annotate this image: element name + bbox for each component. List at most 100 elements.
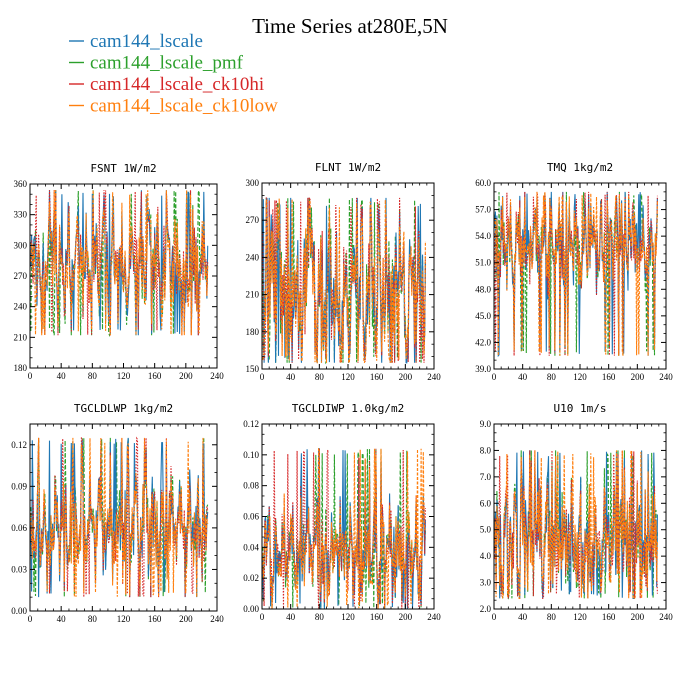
y-tick-label: 0.08 [243,481,259,491]
x-tick-label: 80 [315,372,325,382]
y-tick-label: 210 [246,290,260,300]
series-group [262,448,426,609]
y-tick-label: 0.09 [11,481,27,491]
y-tick-label: 5.0 [480,525,492,535]
panel-title: TMQ 1kg/m2 [547,161,613,174]
y-tick-label: 240 [14,302,28,312]
x-tick-label: 200 [631,372,645,382]
x-tick-label: 0 [492,612,497,622]
x-tick-label: 160 [370,372,384,382]
series-group [30,190,209,337]
y-tick-label: 0.12 [243,419,259,429]
y-tick-label: 330 [14,210,28,220]
x-tick-label: 80 [547,372,557,382]
y-tick-label: 42.0 [475,337,491,347]
series-line-cam144-lscale-ck10low [30,190,209,336]
x-tick-label: 160 [602,372,616,382]
x-tick-label: 200 [399,372,413,382]
panel-fsnt: FSNT 1W/m2 0 40 80 120 160 200 240 180 210 240 270 3… [14,162,225,381]
series-group [262,197,426,365]
y-tick-label: 48.0 [475,284,491,294]
panel-title: TGCLDIWP 1.0kg/m2 [292,402,405,415]
series-line-cam144-lscale-ck10low [494,450,658,599]
x-tick-label: 200 [631,612,645,622]
y-tick-label: 2.0 [480,604,492,614]
x-tick-label: 80 [88,371,98,381]
x-tick-label: 120 [117,371,131,381]
x-tick-label: 80 [88,614,98,624]
x-tick-label: 40 [286,372,296,382]
series-group [30,436,209,598]
x-tick-label: 200 [179,371,193,381]
figure-title: Time Series at280E,5N [252,14,448,38]
x-tick-label: 160 [148,371,162,381]
y-tick-label: 300 [14,240,28,250]
x-tick-label: 0 [28,614,33,624]
x-tick-label: 240 [427,372,441,382]
x-tick-label: 0 [28,371,33,381]
y-tick-label: 270 [14,271,28,281]
x-tick-label: 0 [260,612,265,622]
x-tick-label: 240 [427,612,441,622]
legend-label: cam144_lscale_ck10low [90,96,278,117]
x-tick-label: 40 [57,371,67,381]
legend-label: cam144_lscale_ck10hi [90,74,264,95]
series-line-cam144-lscale-ck10low [262,198,426,364]
y-tick-label: 270 [246,215,260,225]
y-tick-label: 0.12 [11,440,27,450]
y-tick-label: 9.0 [480,419,492,429]
x-tick-label: 240 [210,614,224,624]
series-group [494,191,658,358]
y-tick-label: 150 [246,364,260,374]
panel-flnt: FLNT 1W/m2 0 40 80 120 160 200 240 150 180 210 240 2… [246,161,442,382]
x-tick-label: 120 [573,612,587,622]
y-tick-label: 7.0 [480,472,492,482]
y-tick-label: 210 [14,332,28,342]
series-line-cam144-lscale-ck10hi [30,190,209,336]
x-tick-label: 40 [518,372,528,382]
y-tick-label: 240 [246,252,260,262]
panel-title: FSNT 1W/m2 [90,162,156,175]
panel-u10: U10 1m/s 0 40 80 120 160 200 240 2.0 3.0 4.0 5.0 6.0… [480,402,674,622]
y-tick-label: 180 [246,327,260,337]
y-tick-label: 51.0 [475,258,491,268]
y-tick-label: 0.03 [11,564,27,574]
series-line-cam144-lscale-ck10hi [262,448,426,609]
y-tick-label: 60.0 [475,178,491,188]
x-tick-label: 120 [341,612,355,622]
panel-tgcldlwp: TGCLDLWP 1kg/m2 0 40 80 120 160 200 240 0.00 0.03… [11,402,224,624]
x-tick-label: 40 [286,612,296,622]
y-tick-label: 3.0 [480,578,492,588]
y-tick-label: 4.0 [480,551,492,561]
y-tick-label: 0.00 [243,604,259,614]
x-tick-label: 0 [260,372,265,382]
y-tick-label: 0.10 [243,450,259,460]
x-tick-label: 40 [57,614,67,624]
legend-label: cam144_lscale_pmf [90,53,244,74]
y-tick-label: 0.00 [11,606,27,616]
legend-item-cam144-lscale-ck10low: cam144_lscale_ck10low [69,96,278,117]
y-tick-label: 6.0 [480,498,492,508]
series-group [494,450,658,600]
y-tick-label: 0.06 [243,512,259,522]
y-tick-label: 300 [246,178,260,188]
panel-title: TGCLDLWP 1kg/m2 [74,402,173,415]
legend-item-cam144-lscale: cam144_lscale [69,31,203,52]
x-tick-label: 120 [573,372,587,382]
x-tick-label: 240 [659,612,673,622]
legend-label: cam144_lscale [90,31,203,52]
series-line-cam144-lscale-ck10hi [30,436,209,598]
panel-title: U10 1m/s [554,402,607,415]
y-tick-label: 39.0 [475,364,491,374]
y-tick-label: 8.0 [480,445,492,455]
series-line-cam144-lscale-ck10low [30,437,209,598]
legend: cam144_lscalecam144_lscale_pmfcam144_lsc… [69,31,278,117]
x-tick-label: 160 [148,614,162,624]
y-tick-label: 54.0 [475,231,491,241]
panel-tgcldiwp: TGCLDIWP 1.0kg/m2 0 40 80 120 160 200 240 0.00 0.… [243,402,441,622]
x-tick-label: 80 [547,612,557,622]
panel-tmq: TMQ 1kg/m2 0 40 80 120 160 200 240 39.0 42.0 45.0 4… [475,161,673,382]
y-tick-label: 180 [14,363,28,373]
panels-grid: FSNT 1W/m2 0 40 80 120 160 200 240 180 210 240 270 3… [11,161,673,624]
x-tick-label: 120 [341,372,355,382]
